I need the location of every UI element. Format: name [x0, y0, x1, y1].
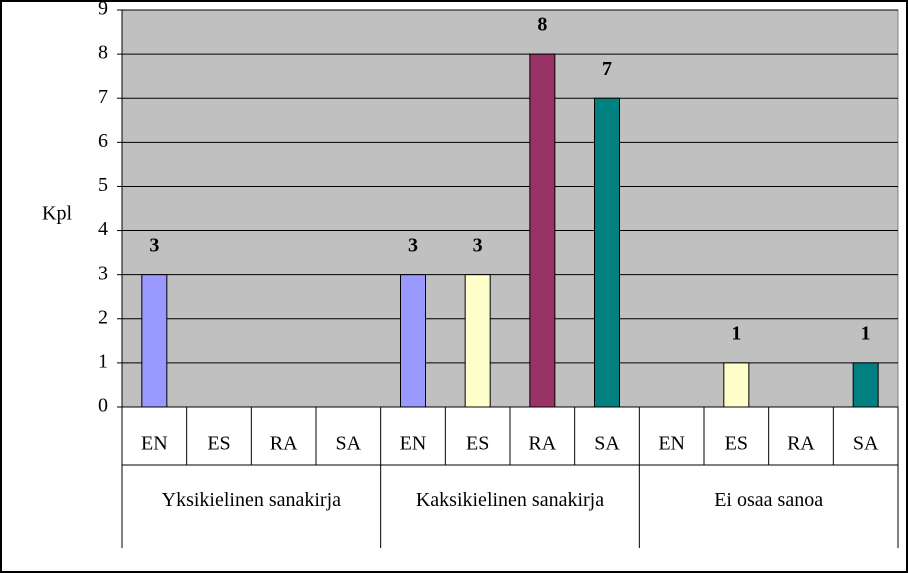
y-tick-label: 9 [98, 2, 108, 20]
x-tick-label: RA [787, 433, 815, 455]
y-tick-label: 3 [98, 262, 108, 284]
y-tick-label: 8 [98, 42, 108, 64]
group-label: Ei osaa sanoa [714, 489, 824, 511]
x-tick-label: RA [270, 433, 298, 455]
x-tick-label: ES [725, 433, 748, 455]
x-tick-label: ES [207, 433, 230, 455]
bar [141, 274, 168, 408]
bar [529, 53, 556, 408]
y-tick-label: 4 [98, 218, 108, 240]
x-tick-label: EN [658, 433, 685, 455]
x-tick-label: EN [141, 433, 168, 455]
y-tick-label: 6 [98, 130, 108, 152]
x-tick-label: EN [400, 433, 427, 455]
plot-area [121, 9, 899, 408]
data-label: 3 [473, 234, 483, 256]
data-label: 7 [602, 58, 612, 80]
data-label: 3 [149, 234, 159, 256]
y-axis-label: Kpl [42, 203, 72, 225]
bar [464, 274, 491, 408]
x-tick-label: SA [336, 433, 362, 455]
data-label: 1 [731, 322, 741, 344]
data-label: 8 [537, 14, 547, 36]
bar [400, 274, 426, 408]
x-tick-label: SA [853, 433, 879, 455]
bar [594, 97, 620, 408]
data-label: 3 [408, 234, 418, 256]
y-tick-label: 0 [98, 395, 108, 417]
x-tick-label: ES [466, 433, 489, 455]
y-tick-label: 1 [98, 350, 108, 372]
x-tick-label: RA [528, 433, 556, 455]
group-label: Yksikielinen sanakirja [161, 489, 342, 511]
y-tick-label: 7 [98, 86, 108, 108]
bar [723, 362, 750, 408]
group-label: Kaksikielinen sanakirja [415, 489, 605, 511]
y-tick-label: 2 [98, 306, 108, 328]
data-label: 1 [861, 322, 871, 344]
x-tick-label: SA [594, 433, 620, 455]
bar [852, 362, 879, 408]
y-tick-label: 5 [98, 174, 108, 196]
